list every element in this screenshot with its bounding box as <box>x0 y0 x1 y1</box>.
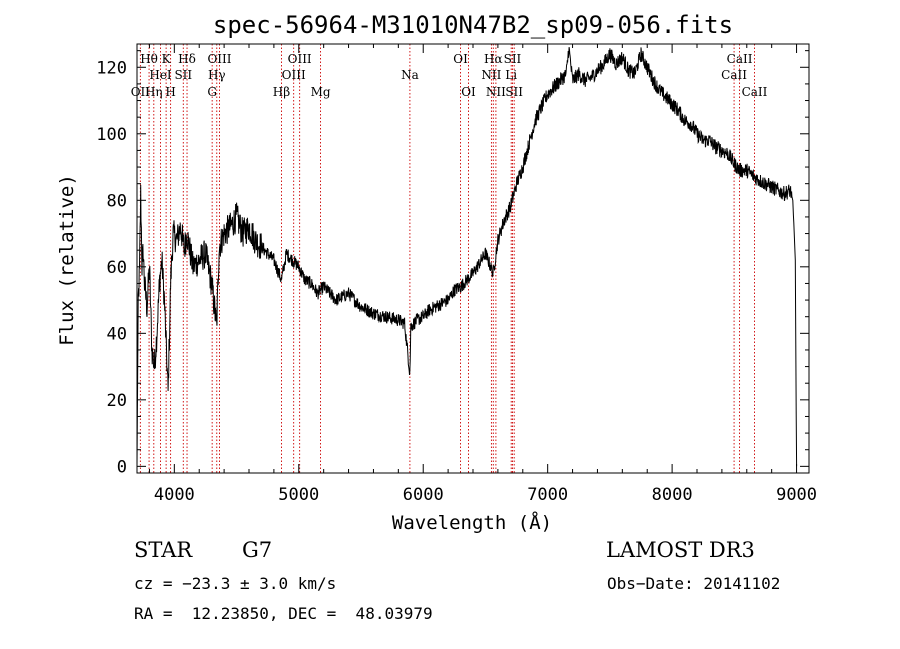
y-axis-label: Flux (relative) <box>56 174 78 346</box>
spectrum-series <box>136 47 798 467</box>
marker-label-4: K <box>162 52 172 66</box>
marker-label-17: OI <box>461 85 476 99</box>
x-tick-label-4000: 4000 <box>154 485 195 505</box>
spectrum-line <box>136 47 798 467</box>
marker-label-25: CaII <box>727 52 753 66</box>
marker-label-24: CaII <box>721 68 747 82</box>
marker-label-23: SII <box>505 85 523 99</box>
marker-label-20: NII <box>486 85 506 99</box>
chart-title: spec-56964-M31010N47B2_sp09-056.fits <box>213 11 733 39</box>
marker-label-19: Hα <box>484 52 503 66</box>
x-axis-label: Wavelength (Å) <box>392 511 552 534</box>
marker-label-10: OIII <box>207 52 231 66</box>
y-axis: 0 20 40 60 80 100 120 <box>96 50 809 477</box>
plot-frame <box>136 43 810 474</box>
marker-label-5: H <box>165 85 175 99</box>
marker-label-22: SII <box>504 52 522 66</box>
y-tick-label-40: 40 <box>107 324 127 344</box>
x-tick-label-6000: 6000 <box>403 485 444 505</box>
x-axis: 4000 5000 6000 7000 8000 9000 <box>148 44 817 505</box>
cz-value: cz = −23.3 ± 3.0 km/s <box>134 574 337 593</box>
spectral-marker-labels: OII Hθ Hη HeI K H SII Hδ G Hγ OIII Hβ OIII OIII Mg Na OI… <box>131 52 768 99</box>
marker-label-2: Hη <box>145 85 163 99</box>
y-tick-label-0: 0 <box>117 457 127 477</box>
y-tick-label-100: 100 <box>96 125 127 145</box>
object-subclass: G7 <box>242 538 273 562</box>
marker-label-18: NII <box>481 68 501 82</box>
x-tick-label-9000: 9000 <box>776 485 817 505</box>
marker-label-7: Hδ <box>178 52 196 66</box>
marker-label-9: Hγ <box>208 68 226 82</box>
marker-label-0: OII <box>131 85 151 99</box>
y-tick-label-80: 80 <box>107 191 127 211</box>
survey-name: LAMOST DR3 <box>606 538 755 562</box>
x-tick-label-8000: 8000 <box>652 485 693 505</box>
object-class: STAR <box>134 538 193 562</box>
marker-label-1: Hθ <box>140 52 158 66</box>
marker-label-8: G <box>207 85 217 99</box>
marker-label-26: CaII <box>742 85 768 99</box>
marker-label-14: Mg <box>311 85 331 99</box>
marker-label-13: OIII <box>288 52 312 66</box>
marker-label-11: Hβ <box>273 85 290 99</box>
y-tick-label-120: 120 <box>96 58 127 78</box>
marker-label-21: Li <box>505 68 517 82</box>
ra-dec: RA = 12.23850, DEC = 48.03979 <box>134 604 433 623</box>
y-tick-label-60: 60 <box>107 258 127 278</box>
x-tick-label-5000: 5000 <box>278 485 319 505</box>
marker-label-6: SII <box>174 68 192 82</box>
spectral-marker-lines <box>139 44 755 473</box>
marker-label-3: HeI <box>149 68 172 82</box>
obs-date: Obs−Date: 20141102 <box>607 574 781 593</box>
y-tick-label-20: 20 <box>107 391 127 411</box>
x-tick-label-7000: 7000 <box>527 485 568 505</box>
marker-label-15: Na <box>401 68 419 82</box>
marker-label-16: OI <box>453 52 468 66</box>
marker-label-12: OIII <box>282 68 306 82</box>
